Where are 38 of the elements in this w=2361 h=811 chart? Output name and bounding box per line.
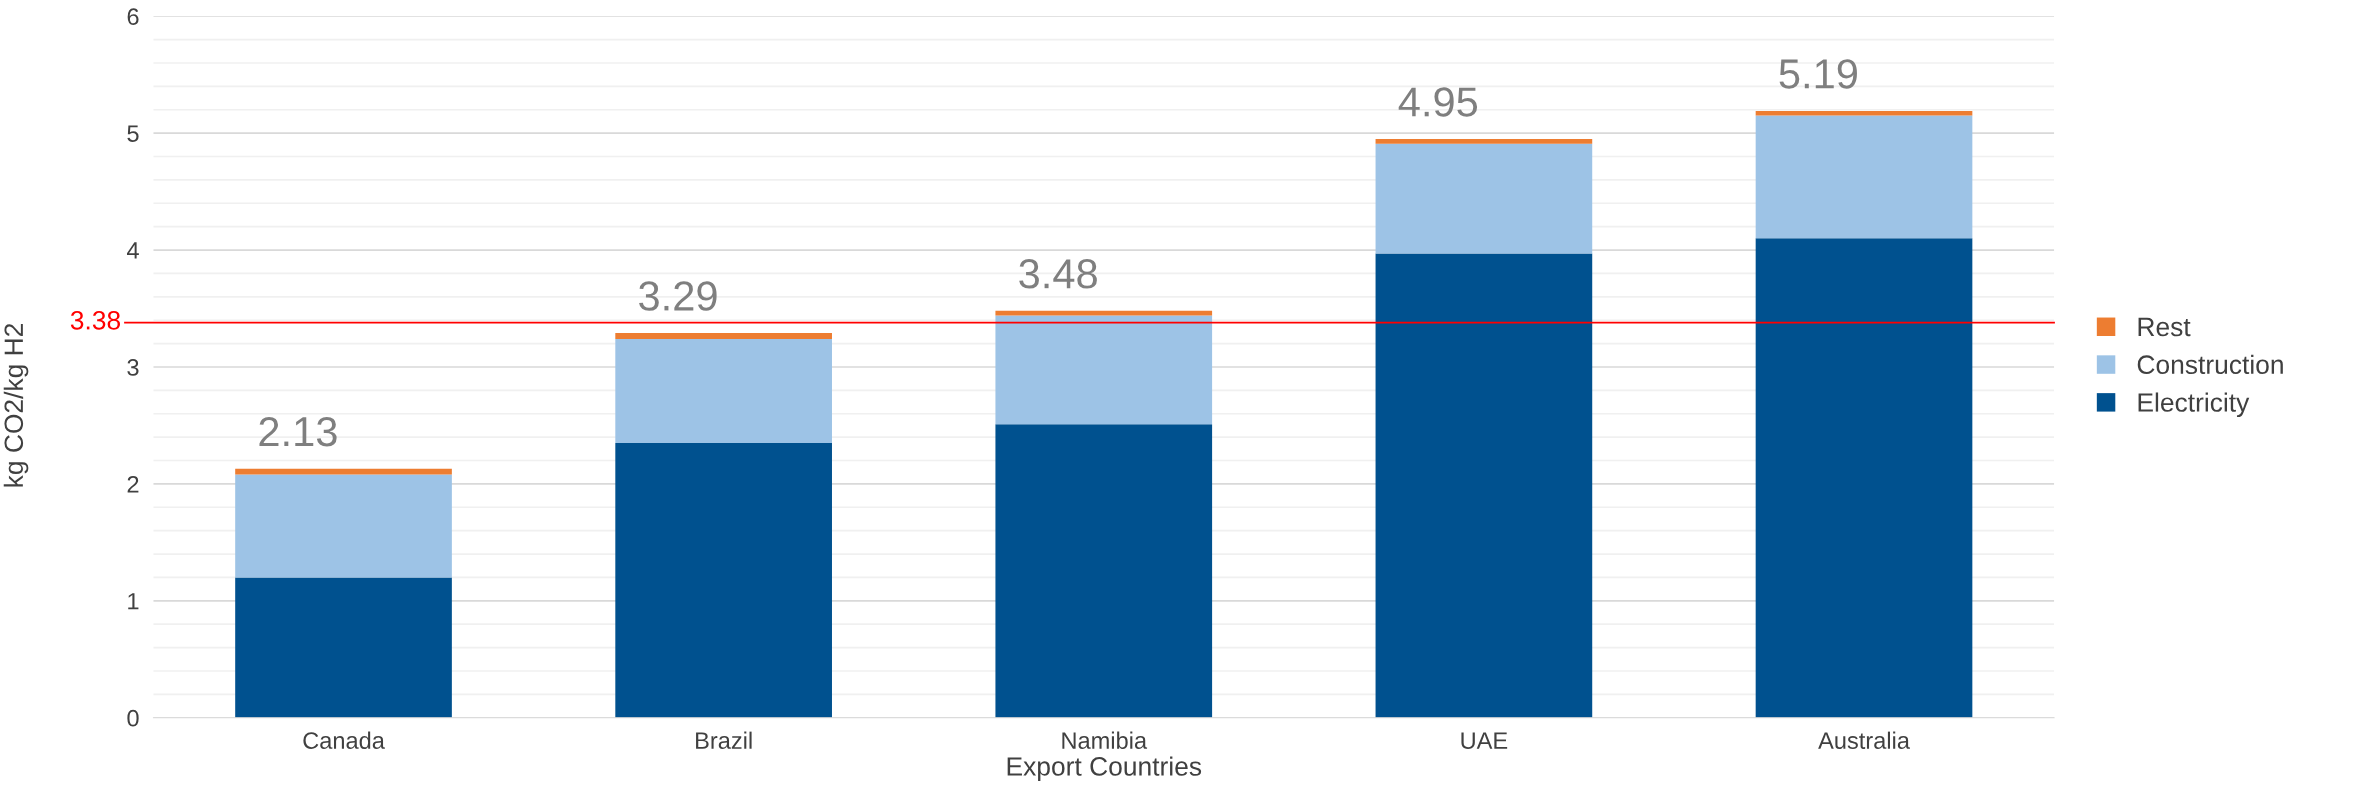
bar (995, 315, 1213, 425)
bar (1375, 253, 1593, 718)
bar (1755, 238, 1973, 718)
bar (995, 310, 1213, 316)
legend-label: Rest (2138, 317, 2191, 337)
y-tick-label: 6 (127, 8, 139, 26)
y-axis-title: kg CO2/kg H2 (3, 323, 29, 487)
y-tick-label: 0 (127, 709, 139, 727)
y-tick-label: 3 (127, 359, 139, 376)
legend-label: Construction (2137, 354, 2283, 375)
x-tick-label: Australia (1818, 731, 1910, 749)
bar (235, 468, 452, 475)
y-tick-label: 4 (126, 242, 139, 259)
x-tick-label: Namibia (1062, 731, 1148, 749)
total-label: 5.19 (1779, 59, 1857, 89)
bar (615, 442, 832, 718)
legend-label: Electricity (2138, 392, 2250, 418)
y-tick-label: 1 (128, 593, 139, 610)
total-label: 4.95 (1398, 87, 1478, 117)
bar (235, 474, 452, 578)
total-label: 3.48 (1019, 259, 1097, 289)
total-label: 2.13 (259, 416, 337, 447)
total-label: 3.29 (639, 281, 717, 311)
y-tick-label: 2 (127, 475, 139, 493)
bar (235, 577, 452, 718)
x-tick-label: Canada (303, 731, 385, 749)
ref-line-label: 3.38 (70, 310, 121, 330)
bar (615, 333, 832, 339)
bar (1755, 110, 1973, 116)
bar (615, 338, 832, 443)
x-tick-label: Brazil (696, 731, 752, 749)
bar (1755, 115, 1973, 239)
y-tick-label: 5 (127, 125, 139, 142)
x-axis-title: Export Countries (1007, 756, 1202, 782)
x-tick-label: UAE (1461, 732, 1508, 749)
bar (995, 424, 1213, 718)
bar (1375, 138, 1593, 144)
bar (1375, 143, 1593, 254)
